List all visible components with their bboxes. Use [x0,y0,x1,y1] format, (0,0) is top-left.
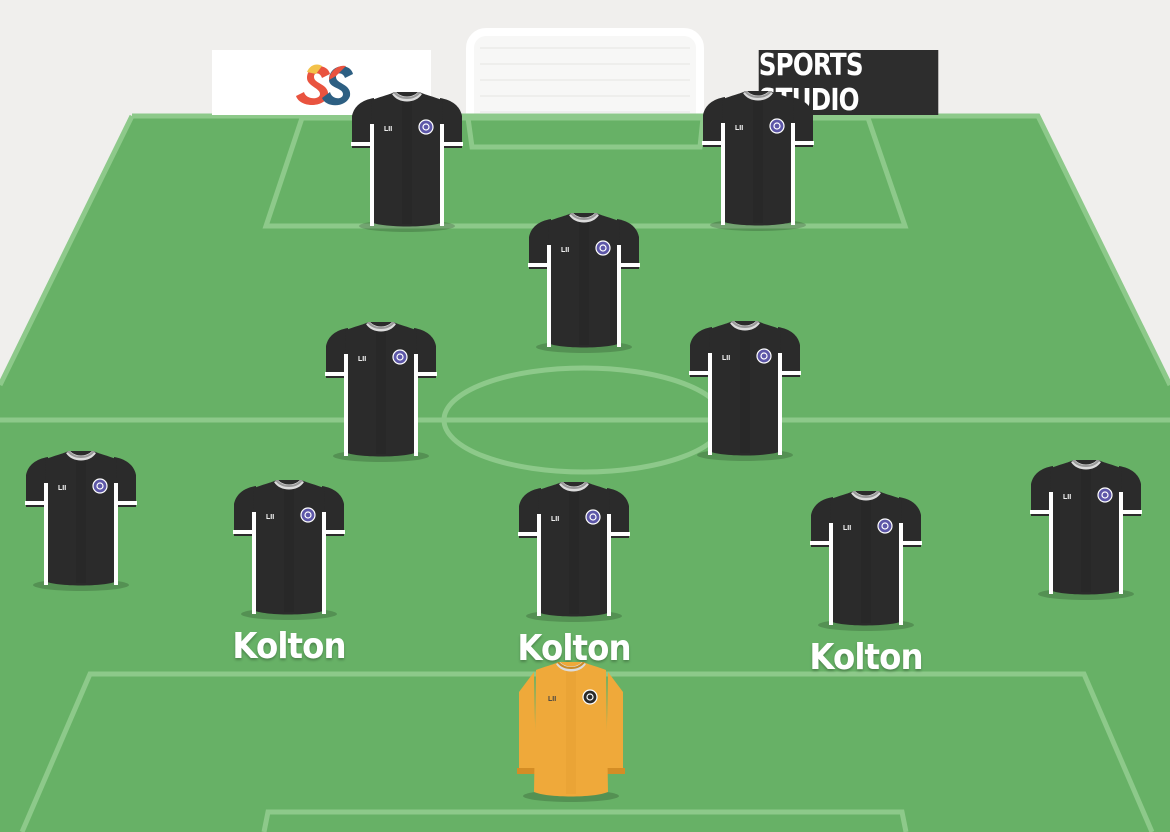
player-attacking-mid[interactable]: LII [527,213,641,353]
sponsor-text: LII [384,126,392,133]
sponsor-text: LII [843,525,851,532]
sponsor-text: LII [561,247,569,254]
sponsor-text: LII [735,125,743,132]
crest-icon [392,349,408,365]
logo-box[interactable] [212,50,431,115]
crest-icon [92,478,108,494]
ss-logo-icon [296,64,353,106]
crest-icon [595,240,611,256]
sponsor-text: LII [358,356,366,363]
crest-icon [585,509,601,525]
shirt-icon: LII [324,322,438,462]
crest-icon [582,689,598,705]
shirt-icon: LII [517,482,631,622]
player-centre-back-middle[interactable]: LII Kolton [517,482,632,669]
sponsor-text: LII [58,485,66,492]
crest-icon [756,348,772,364]
player-left-back[interactable]: LII [24,451,138,591]
sponsor-text: LII [1063,494,1071,501]
player-name: Kolton [809,637,923,678]
crest-icon [769,118,785,134]
crest-icon [418,119,434,135]
shirt-icon: LII [527,213,641,353]
crest-icon [300,507,316,523]
player-right-back[interactable]: LII [1029,460,1143,600]
player-name: Kolton [232,626,346,667]
sponsor-text: LII [722,355,730,362]
player-central-mid-right[interactable]: LII [688,321,802,461]
player-centre-back-right[interactable]: LII Kolton [809,491,924,678]
goal [466,28,704,136]
shirt-icon: LII [701,91,815,231]
sponsor-text: LII [548,696,556,703]
crest-icon [1097,487,1113,503]
shirt-icon: LII [809,491,923,631]
player-central-mid-left[interactable]: LII [324,322,438,462]
shirt-icon: LII [1029,460,1143,600]
goalkeeper-shirt-icon: LII [514,662,628,802]
player-centre-back-left[interactable]: LII Kolton [232,480,347,667]
crest-icon [877,518,893,534]
shirt-icon: LII [350,92,464,232]
shirt-icon: LII [688,321,802,461]
shirt-icon: LII [24,451,138,591]
player-striker-right[interactable]: LII [701,91,815,231]
sponsor-text: LII [551,516,559,523]
player-striker-left[interactable]: LII [350,92,464,232]
shirt-icon: LII [232,480,346,620]
sponsor-text: LII [266,514,274,521]
player-goalkeeper[interactable]: LII [514,662,628,802]
